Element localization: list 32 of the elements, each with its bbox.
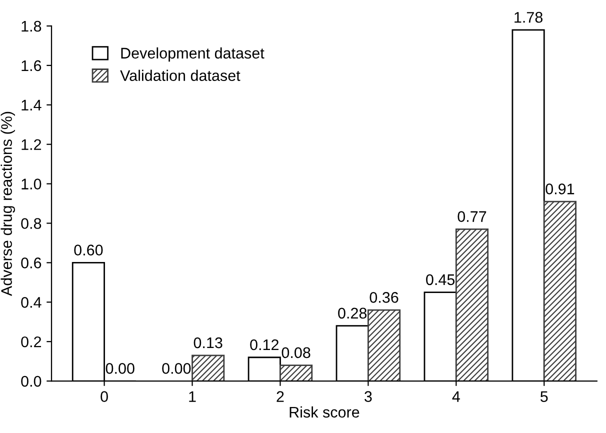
data-label: 0.28	[338, 308, 367, 319]
x-tick-label: 2	[276, 391, 284, 402]
y-tick-label: 0.2	[21, 336, 42, 348]
y-tick-label: 1.0	[22, 178, 42, 190]
x-tick-label: 5	[540, 391, 548, 402]
legend-label: Validation dataset	[120, 70, 240, 82]
data-label: 0.45	[426, 274, 455, 286]
y-tick-label: 1.2	[22, 139, 42, 150]
data-label: 0.60	[74, 244, 103, 256]
y-tick-label: 0.4	[21, 297, 42, 308]
y-axis-title: Adverse drug reactions (%)	[0, 112, 15, 296]
y-tick-label: 1.4	[22, 100, 42, 110]
y-tick-label: 0.0	[21, 376, 42, 387]
x-tick-label: 1	[189, 391, 196, 402]
x-tick-label: 4	[452, 391, 460, 402]
data-label: 0.12	[250, 339, 278, 350]
data-label: 0.00	[162, 363, 191, 374]
x-tick-label: 3	[364, 391, 372, 402]
data-label: 0.08	[282, 347, 310, 358]
data-label: 0.13	[194, 337, 222, 348]
y-tick-label: 0.8	[21, 218, 42, 229]
x-axis-title: Risk score	[290, 406, 360, 418]
legend-label: Development dataset	[121, 47, 264, 62]
y-tick-label: 0.6	[21, 258, 42, 268]
data-label: 0.77	[458, 211, 486, 222]
data-label: 0.91	[546, 184, 574, 194]
y-tick-label: 1.6	[22, 60, 42, 72]
y-tick-label: 1.8	[22, 20, 42, 32]
data-label: 0.36	[370, 292, 398, 303]
x-tick-label: 0	[100, 391, 108, 402]
data-label: 1.78	[514, 12, 542, 23]
data-label: 0.00	[106, 363, 134, 374]
